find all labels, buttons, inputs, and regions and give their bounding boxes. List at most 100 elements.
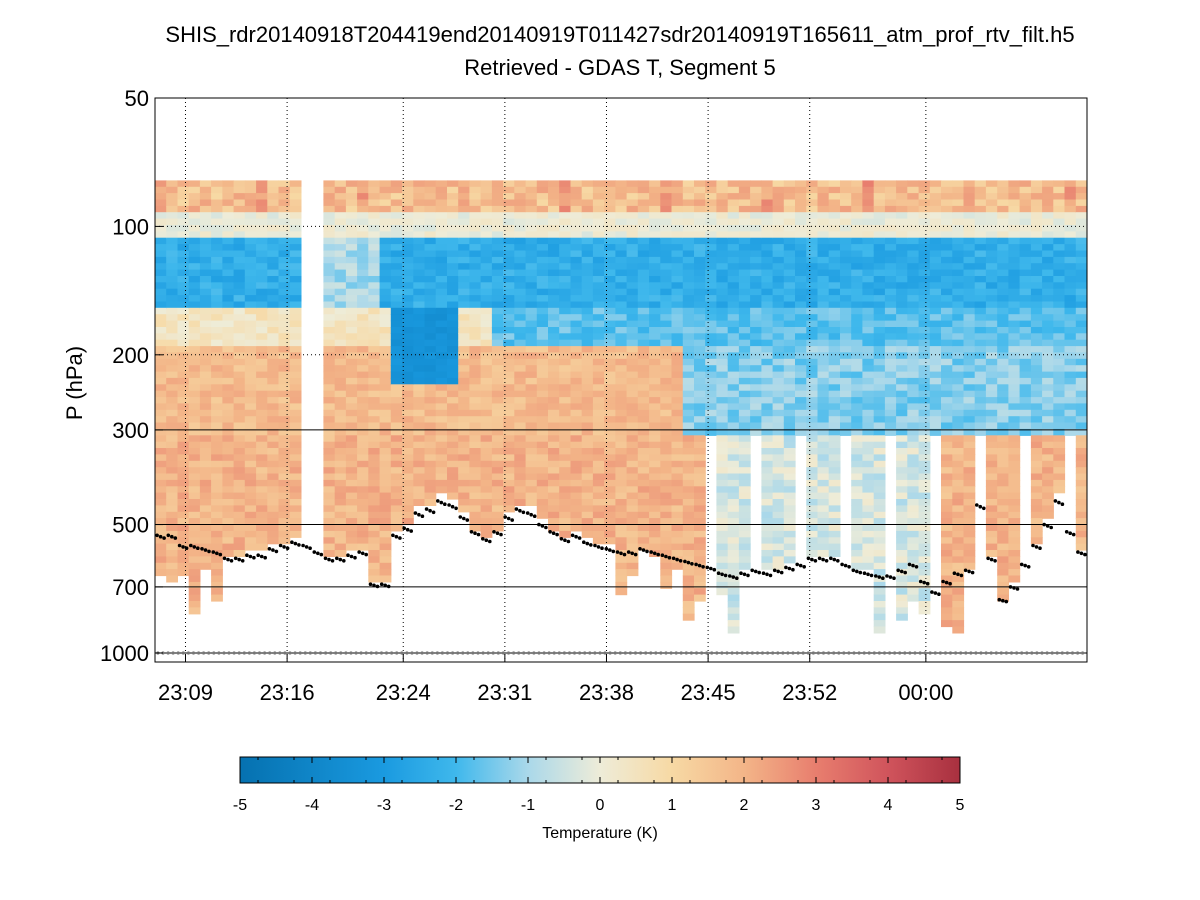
cloud-top-point: [158, 534, 163, 539]
cloud-top-point: [469, 530, 474, 534]
surface-point: [344, 651, 348, 655]
cloud-top-point: [630, 551, 634, 556]
cloud-top-point: [948, 581, 952, 586]
cloud-top-point: [405, 527, 410, 532]
cloud-top-point: [237, 557, 241, 562]
surface-point: [384, 651, 389, 655]
cloud-top-point: [709, 566, 713, 571]
cloud-top-markers: [155, 499, 1087, 604]
cloud-top-point: [787, 566, 792, 571]
cloud-top-point: [338, 557, 343, 562]
cloud-top-point: [978, 504, 983, 509]
surface-point: [913, 651, 917, 655]
surface-point: [999, 651, 1003, 655]
cloud-top-point: [379, 582, 384, 586]
cloud-top-point: [847, 565, 851, 569]
cloud-top-point: [858, 570, 863, 575]
cloud-top-point: [312, 550, 317, 554]
cloud-top-point: [514, 507, 519, 511]
surface-point: [486, 651, 490, 655]
x-tick-label: 23:09: [158, 680, 213, 705]
surface-point: [938, 651, 943, 655]
cloud-top-point: [1071, 532, 1076, 537]
surface-point: [740, 651, 744, 655]
surface-point: [364, 651, 368, 655]
cloud-top-point: [245, 553, 249, 557]
surface-point: [227, 651, 231, 655]
cloud-top-point: [409, 529, 414, 533]
cloud-top-point: [779, 570, 784, 575]
cloud-top-point: [207, 549, 211, 554]
cloud-top-point: [739, 571, 743, 575]
y-tick-label: 100: [112, 214, 149, 239]
cloud-top-point: [888, 575, 893, 579]
surface-point: [207, 651, 211, 655]
surface-point: [298, 651, 302, 655]
surface-point: [410, 651, 414, 655]
surface-point: [501, 651, 505, 655]
surface-point: [730, 651, 734, 655]
surface-point: [1065, 651, 1069, 655]
cloud-top-point: [417, 512, 421, 517]
cloud-top-point: [843, 563, 848, 568]
cloud-top-point: [181, 545, 185, 549]
cloud-top-point: [585, 541, 590, 546]
cloud-top-point: [342, 559, 346, 563]
surface-point: [583, 651, 587, 655]
cloud-top-point: [907, 562, 912, 567]
surface-point: [572, 651, 577, 655]
surface-point: [390, 651, 394, 655]
surface-point: [324, 651, 328, 655]
surface-point: [710, 651, 714, 655]
cloud-top-point: [1079, 551, 1084, 556]
cloud-top-point: [173, 536, 178, 540]
cloud-top-point: [1057, 500, 1061, 505]
cloud-top-point: [641, 548, 646, 552]
colorbar-tick-label: 3: [812, 797, 821, 814]
cloud-top-point: [925, 581, 930, 586]
cloud-top-point: [772, 568, 777, 573]
cloud-top-point: [402, 526, 407, 530]
y-tick-label: 700: [112, 575, 149, 600]
surface-point: [186, 651, 190, 655]
cloud-top-point: [1031, 543, 1035, 548]
surface-point: [217, 651, 221, 655]
cloud-top-point: [375, 584, 380, 589]
surface-point: [755, 651, 760, 655]
surface-point: [725, 651, 729, 655]
surface-point: [567, 651, 572, 655]
cloud-top-point: [349, 554, 354, 559]
cloud-top-point: [155, 533, 159, 538]
surface-point: [334, 651, 338, 655]
cloud-top-point: [431, 510, 436, 515]
cloud-top-point: [495, 531, 500, 535]
y-tick-label: 1000: [100, 641, 149, 666]
cloud-top-point: [622, 552, 627, 557]
surface-point: [633, 651, 638, 655]
cloud-top-point: [166, 533, 171, 538]
surface-point: [451, 651, 455, 655]
cloud-top-point: [851, 568, 856, 573]
surface-point: [400, 651, 404, 655]
cloud-top-point: [386, 584, 391, 589]
surface-point: [867, 651, 871, 655]
surface-point: [974, 651, 978, 655]
cloud-top-point: [537, 522, 541, 527]
cloud-top-point: [869, 573, 874, 578]
surface-point: [445, 651, 450, 655]
surface-point: [984, 651, 988, 655]
surface-point: [471, 651, 475, 655]
cloud-top-point: [701, 565, 705, 569]
surface-point: [1060, 651, 1064, 655]
cloud-top-point: [914, 565, 919, 569]
surface-point: [593, 651, 597, 655]
surface-point: [1076, 651, 1080, 655]
surface-point: [684, 651, 688, 655]
colorbar-tick-label: 0: [596, 797, 605, 814]
cloud-top-point: [728, 574, 732, 578]
surface-point: [405, 651, 409, 655]
x-tick-label: 00:00: [898, 680, 953, 705]
surface-point: [877, 651, 882, 655]
cloud-top-point: [993, 559, 997, 563]
surface-point: [395, 651, 399, 655]
